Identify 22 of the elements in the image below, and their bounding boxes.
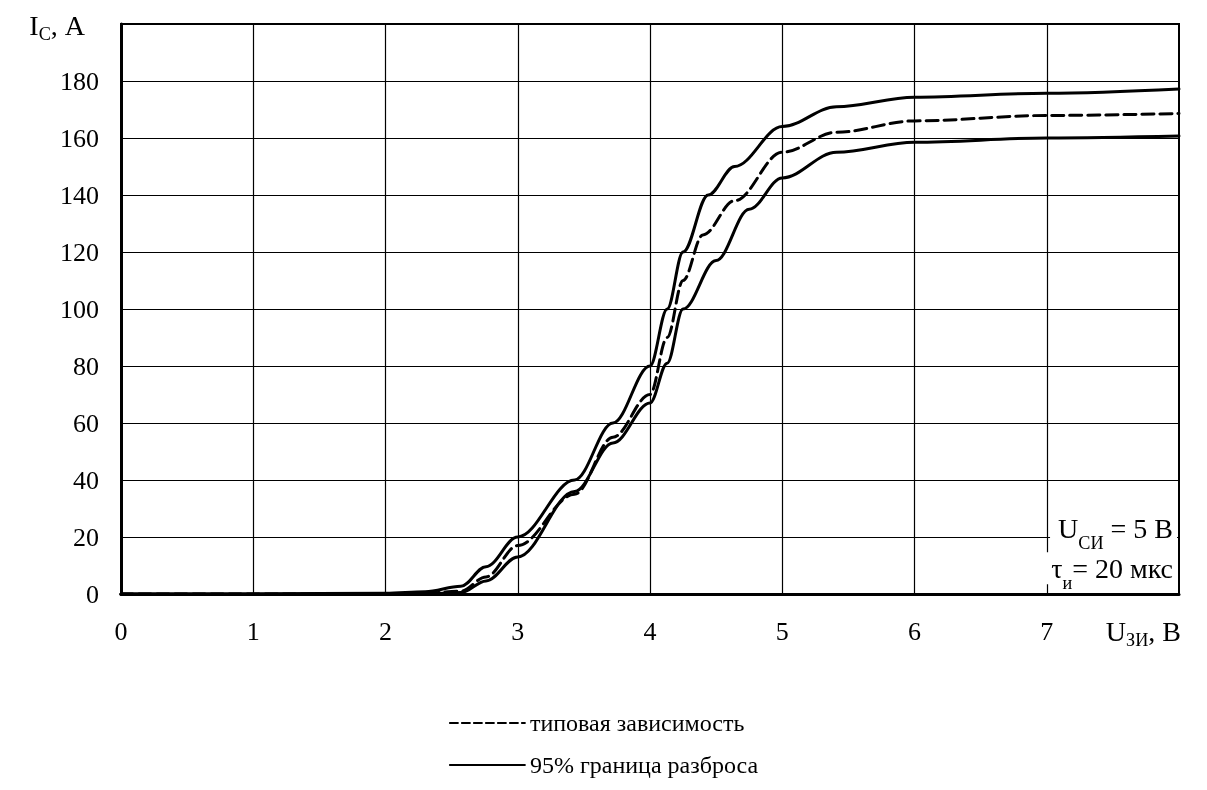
x-tick-label: 4 [643, 616, 657, 646]
y-tick-label: 180 [60, 66, 99, 96]
x-tick-label: 0 [114, 616, 128, 646]
x-tick-label: 6 [908, 616, 921, 646]
y-tick-label: 120 [60, 237, 99, 267]
y-tick-label: 100 [60, 294, 99, 324]
y-tick-label: 140 [60, 180, 99, 210]
x-axis-title: U$_{ЗИ}$, В [1105, 616, 1181, 651]
y-tick-label: 60 [73, 408, 99, 438]
y-tick-label: 40 [73, 465, 99, 495]
x-tick-label: 1 [246, 616, 260, 646]
legend-label: типовая зависимость [529, 710, 745, 736]
x-tick-label: 2 [379, 616, 392, 646]
y-tick-label: 0 [86, 579, 99, 609]
y-tick-label: 20 [73, 522, 99, 552]
x-tick-label: 5 [775, 616, 789, 646]
x-tick-label: 7 [1040, 616, 1054, 646]
x-tick-label: 3 [511, 616, 525, 646]
y-axis-title: I$_{С}$, А [29, 10, 85, 45]
y-tick-label: 80 [73, 351, 99, 381]
y-tick-label: 160 [60, 123, 99, 153]
legend-label: 95% граница разброса [529, 752, 759, 778]
